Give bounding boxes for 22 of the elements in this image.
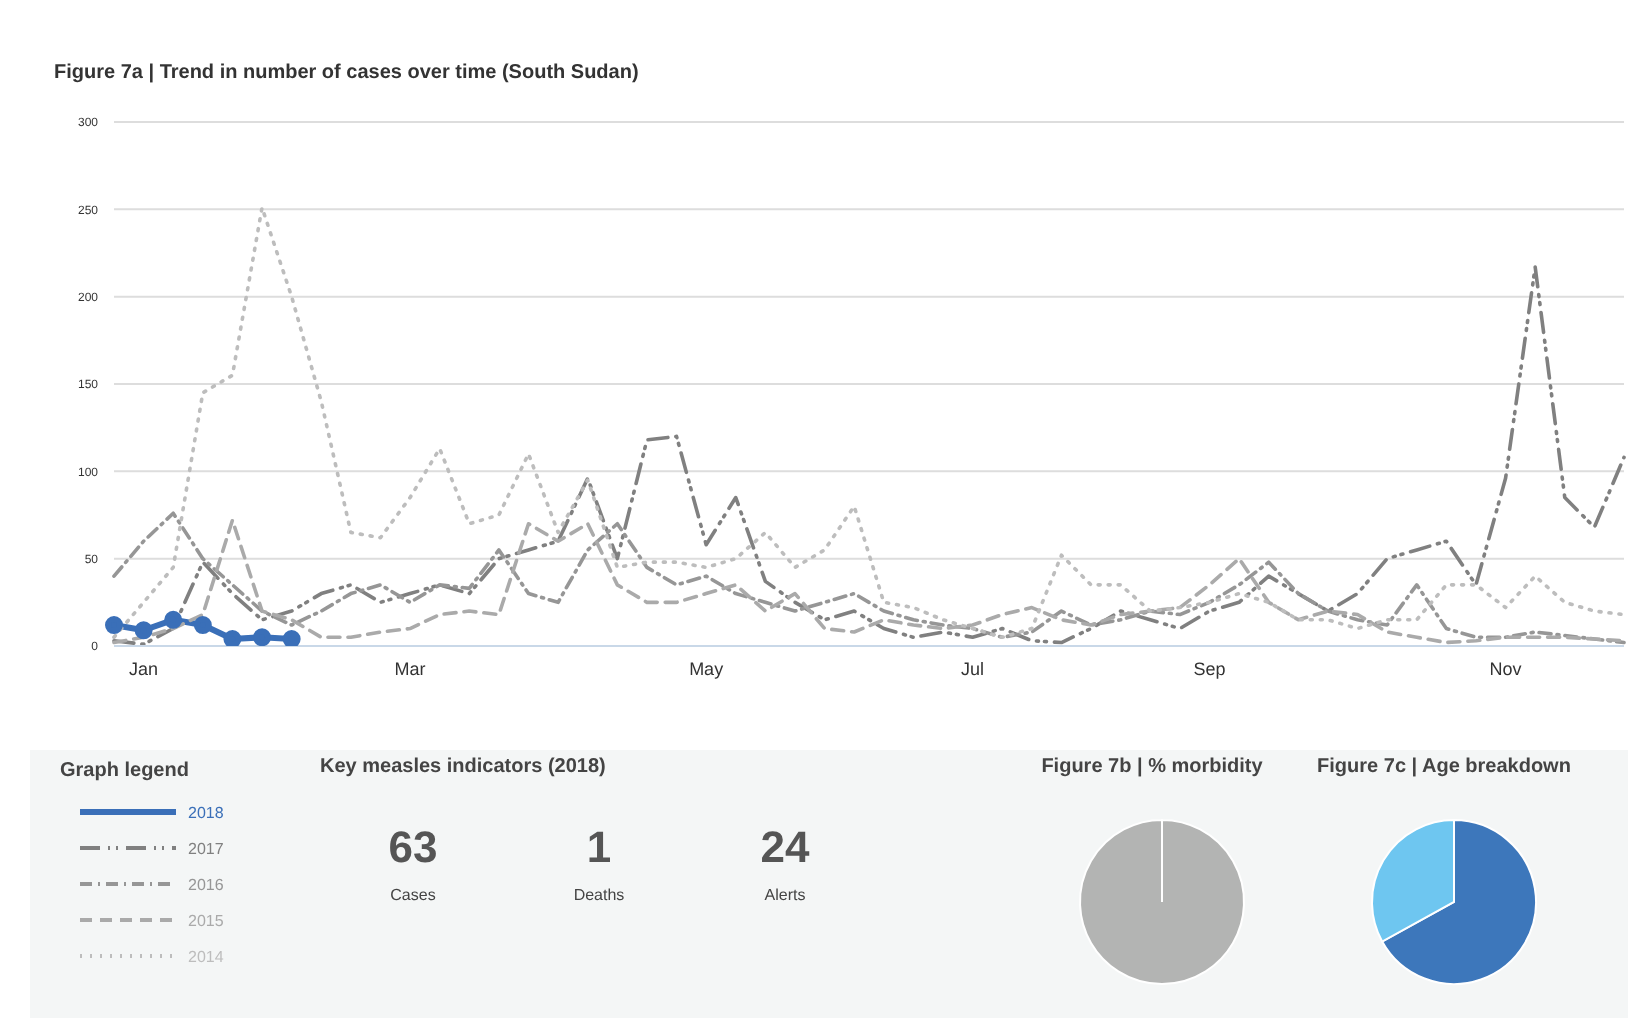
text: Key measles indicators (2018) bbox=[320, 756, 608, 778]
x-tick-label: Jan bbox=[129, 658, 159, 679]
data-label: 63 bbox=[386, 822, 440, 874]
chart-title: Figure 7a | Trend in number of cases over time (South Sudan) bbox=[54, 62, 639, 84]
text: 2015 bbox=[188, 911, 224, 929]
x-tick-label: Jul bbox=[961, 658, 985, 679]
text: 2018 bbox=[188, 803, 224, 821]
legend-title: Graph legend bbox=[60, 760, 191, 782]
x-tick-label: May bbox=[689, 658, 725, 679]
x-tick-label: Sep bbox=[1193, 658, 1226, 679]
text: 2014 bbox=[188, 947, 224, 965]
data-label: 1 bbox=[584, 822, 614, 874]
chart-title: Figure 7b | % morbidity bbox=[1039, 756, 1265, 778]
text: 2016 bbox=[188, 875, 224, 893]
text: 2017 bbox=[188, 839, 224, 857]
category-label: Cases bbox=[388, 886, 438, 904]
category-label: Alerts bbox=[762, 886, 808, 904]
category-label: Deaths bbox=[571, 886, 627, 904]
x-tick-label: Nov bbox=[1489, 658, 1523, 679]
data-label: 24 bbox=[758, 822, 812, 874]
x-tick-label: Mar bbox=[394, 658, 426, 679]
chart-title: Figure 7c | Age breakdown bbox=[1315, 756, 1573, 778]
